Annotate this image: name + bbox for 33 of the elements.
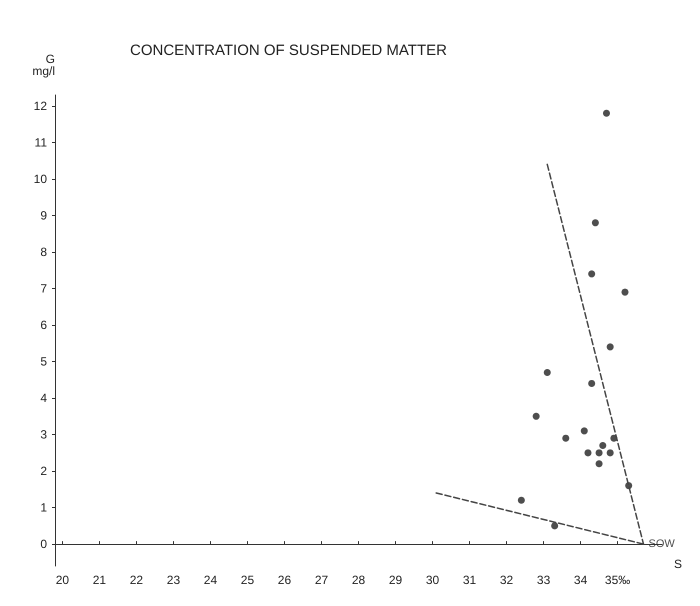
annotation: SOW bbox=[648, 538, 676, 550]
x-tick-label: 30 bbox=[426, 573, 440, 587]
x-tick-label: 24 bbox=[204, 573, 218, 587]
y-tick-label: 1 bbox=[40, 500, 48, 515]
x-tick-label: 28 bbox=[352, 573, 366, 587]
y-tick-label: 2 bbox=[40, 464, 48, 478]
y-tick-label: 5 bbox=[40, 354, 48, 369]
x-tick-label: 29 bbox=[388, 573, 403, 587]
x-tick-label: 25 bbox=[240, 573, 254, 587]
y-tick-label: 12 bbox=[34, 98, 48, 113]
y-tick-label: 4 bbox=[40, 391, 48, 406]
y-tick-label: 6 bbox=[40, 318, 48, 332]
x-tick-label: 33 bbox=[536, 573, 551, 587]
y-tick-label: 7 bbox=[40, 282, 48, 296]
x-tick-label: 20 bbox=[56, 573, 70, 587]
x-axis-title: S bbox=[674, 557, 682, 572]
x-tick-label: 22 bbox=[130, 573, 144, 587]
y-tick-label: 0 bbox=[40, 537, 48, 552]
y-tick-label: 11 bbox=[34, 135, 48, 150]
y-tick-label: 3 bbox=[40, 428, 48, 442]
x-tick-label: 32 bbox=[500, 573, 514, 587]
x-tick-label: 31 bbox=[462, 573, 477, 587]
x-tick-label: 34 bbox=[574, 573, 588, 587]
y-tick-label: 10 bbox=[34, 172, 48, 186]
x-tick-label: 27 bbox=[314, 573, 328, 587]
x-tick-label: 35‰ bbox=[604, 573, 630, 587]
y-axis-title: G mg/l bbox=[32, 52, 55, 78]
x-tick-label: 26 bbox=[278, 573, 292, 587]
x-tick-label: 23 bbox=[166, 573, 180, 587]
chart-title: CONCENTRATION OF SUSPENDED MATTER bbox=[130, 42, 448, 59]
x-tick-label: 21 bbox=[92, 573, 106, 587]
y-tick-label: 8 bbox=[40, 245, 48, 259]
y-tick-label: 9 bbox=[40, 208, 48, 222]
